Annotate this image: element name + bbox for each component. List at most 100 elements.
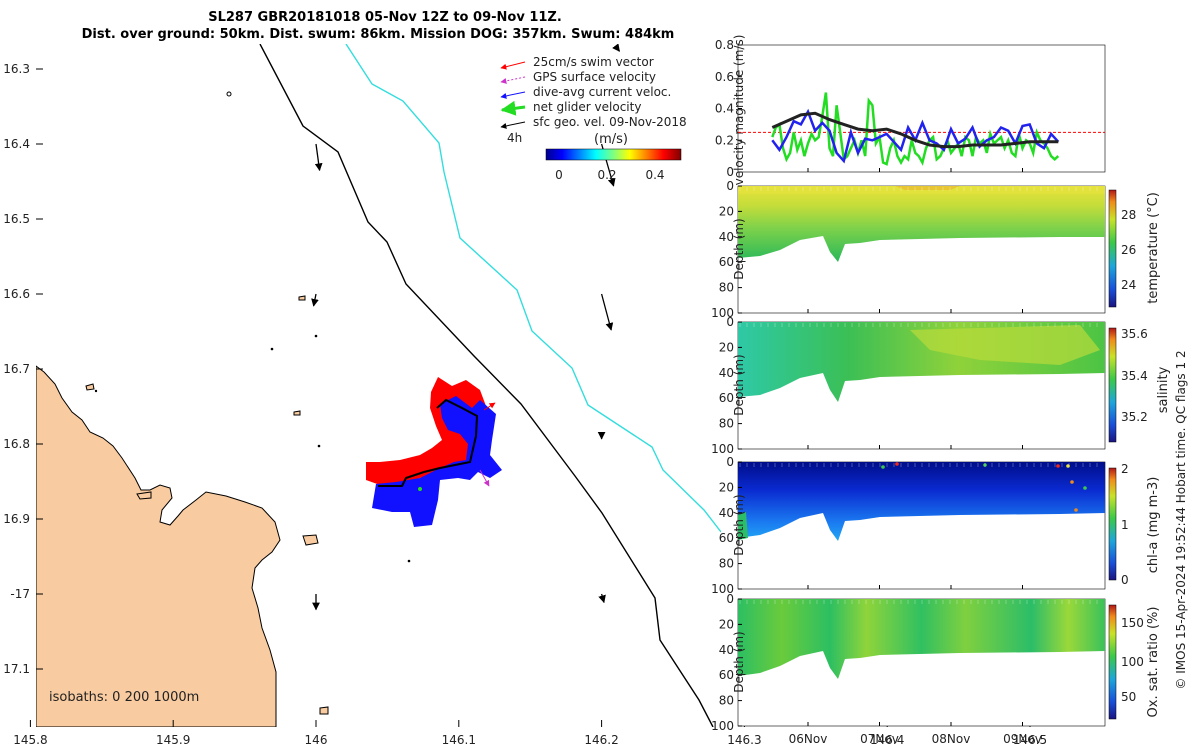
depth-tick-label: 0 — [726, 455, 734, 469]
map-colorbar-title: (m/s) — [594, 132, 628, 147]
temperature-colorbar — [1108, 189, 1117, 308]
velocity-ytick-label: 0 — [726, 165, 734, 179]
lat-tick-label: 16.4 — [3, 137, 30, 151]
depth-tick-label: 20 — [719, 340, 734, 354]
black-arrow-icon — [500, 121, 526, 129]
salinity-colorbar-tick: 35.4 — [1121, 369, 1148, 383]
lon-tick-label: 146.4 — [870, 733, 904, 747]
chlorophyll-colorbar-tick: 2 — [1121, 462, 1129, 476]
lat-tick-label: 16.9 — [3, 512, 30, 526]
map-title-line2: Dist. over ground: 50km. Dist. swum: 86k… — [82, 27, 675, 42]
legend-label: sfc geo. vel. 09-Nov-2018 — [533, 115, 687, 129]
island — [302, 534, 319, 546]
depth-tick-label: 100 — [711, 306, 734, 320]
salinity-colorbar-tick: 35.6 — [1121, 327, 1148, 341]
depth-ylabel: Depth (m) — [732, 354, 746, 415]
velocity-ytick-label: 0.8 — [715, 38, 734, 52]
geo-velocity-arrow — [311, 293, 319, 307]
lat-tick-label: 16.8 — [3, 437, 30, 451]
chlorophyll-colorbar-label: chl-a (mg m-3) — [1146, 477, 1161, 574]
date-tick-label: 08Nov — [932, 732, 971, 746]
footer-credit: © IMOS 15-Apr-2024 19:52:44 Hobart time.… — [1174, 350, 1188, 689]
lon-tick-label: 145.9 — [156, 733, 190, 747]
magenta-dotted-arrow-icon — [500, 76, 526, 84]
legend-label: net glider velocity — [533, 100, 641, 114]
island — [293, 410, 301, 416]
depth-tick-label: 40 — [719, 643, 734, 657]
depth-tick-label: 100 — [711, 582, 734, 596]
red-arrow-icon — [500, 61, 526, 70]
depth-tick-label: 0 — [726, 315, 734, 329]
depth-tick-label: 80 — [719, 281, 734, 295]
longitude-ticks: 145.7145.8145.9146146.1146.2146.3146.414… — [13, 720, 1047, 747]
temperature-panel: 0 20 40 60 80 100 Depth (m) 24 26 28 temperatu… — [711, 179, 1161, 320]
chlorophyll-colorbar-tick: 0 — [1121, 573, 1129, 587]
lat-tick-label: -17 — [10, 587, 30, 601]
geo-velocity-arrow — [598, 593, 606, 604]
legend-label: GPS surface velocity — [533, 70, 656, 84]
temperature-colorbar-label: temperature (°C) — [1146, 192, 1161, 304]
lon-tick-label: 146.1 — [442, 733, 476, 747]
net-glider-velocity-line — [771, 92, 1060, 166]
lat-tick-label: 17.1 — [3, 662, 30, 676]
lon-tick-label: 146 — [305, 733, 328, 747]
date-tick-label: 09Nov — [1003, 732, 1042, 746]
depth-ylabel: Depth (m) — [732, 631, 746, 692]
island — [85, 383, 95, 391]
geo-velocity-arrow — [600, 293, 614, 331]
depth-tick-label: 40 — [719, 506, 734, 520]
lon-tick-label: 145.8 — [13, 733, 47, 747]
oxygen-colorbar-tick: 150 — [1121, 616, 1144, 630]
oxygen-colorbar-tick: 50 — [1121, 690, 1136, 704]
depth-tick-label: 80 — [719, 417, 734, 431]
lat-tick-label: 16.6 — [3, 287, 30, 301]
depth-tick-label: 100 — [711, 719, 734, 733]
chlorophyll-panel: 0 20 40 60 80 100 Depth (m) 0 1 2 chl-a (mg m-… — [711, 455, 1161, 596]
oxygen-panel: 0 20 40 60 80 100 Depth (m) 50 100 150 Ox. sat… — [711, 592, 1161, 733]
chlorophyll-colorbar-tick: 1 — [1121, 518, 1129, 532]
depth-tick-label: 100 — [711, 442, 734, 456]
depth-tick-label: 20 — [719, 480, 734, 494]
map-colorbar — [545, 148, 682, 161]
velocity-ytick-label: 0.4 — [715, 102, 734, 116]
map-legend: 25cm/s swim vector GPS surface velocity … — [500, 55, 687, 182]
oxygen-colorbar — [1108, 604, 1117, 720]
depth-tick-label: 80 — [719, 557, 734, 571]
velocity-panel: 0 0.2 0.4 0.6 0.8 velocity magnitude (m/s) — [715, 35, 1106, 185]
lat-tick-label: 16.3 — [3, 62, 30, 76]
isobaths-label: isobaths: 0 200 1000m — [49, 690, 199, 705]
map-colorbar-tick: 0.2 — [597, 168, 616, 182]
legend-label: 25cm/s swim vector — [533, 55, 654, 69]
geo-velocity-arrows — [311, 44, 620, 611]
salinity-colorbar-label: salinity — [1156, 366, 1171, 413]
salinity-colorbar-tick: 35.2 — [1121, 410, 1148, 424]
glider-track-overlay — [366, 377, 502, 527]
map-colorbar-tick: 0 — [555, 168, 563, 182]
oxygen-colorbar-label: Ox. sat. ratio (%) — [1146, 607, 1161, 718]
map-title-line1: SL287 GBR20181018 05-Nov 12Z to 09-Nov 1… — [208, 10, 562, 25]
sfc-geo-velocity-line — [771, 111, 1059, 149]
legend-label: dive-avg current veloc. — [533, 85, 671, 99]
duration-label: 4h — [507, 131, 522, 145]
chlorophyll-colorbar — [1108, 467, 1117, 581]
depth-tick-label: 80 — [719, 694, 734, 708]
depth-tick-label: 0 — [726, 592, 734, 606]
depth-tick-label: 20 — [719, 617, 734, 631]
blue-arrow-icon — [500, 91, 526, 99]
lon-tick-label: 146.2 — [584, 733, 618, 747]
geo-velocity-arrow — [612, 44, 620, 52]
lat-tick-label: 16.7 — [3, 362, 30, 376]
date-tick-label: 07Nov — [860, 732, 899, 746]
velocity-ytick-label: 0.6 — [715, 70, 734, 84]
salinity-colorbar — [1108, 327, 1117, 443]
depth-tick-label: 40 — [719, 366, 734, 380]
oxygen-colorbar-tick: 100 — [1121, 655, 1144, 669]
green-arrow-icon — [500, 100, 526, 116]
island — [319, 706, 329, 715]
depth-tick-label: 60 — [719, 391, 734, 405]
velocity-ytick-label: 0.2 — [715, 133, 734, 147]
geo-velocity-arrow — [314, 143, 323, 172]
depth-tick-label: 60 — [719, 531, 734, 545]
isobath-200m — [259, 44, 714, 727]
